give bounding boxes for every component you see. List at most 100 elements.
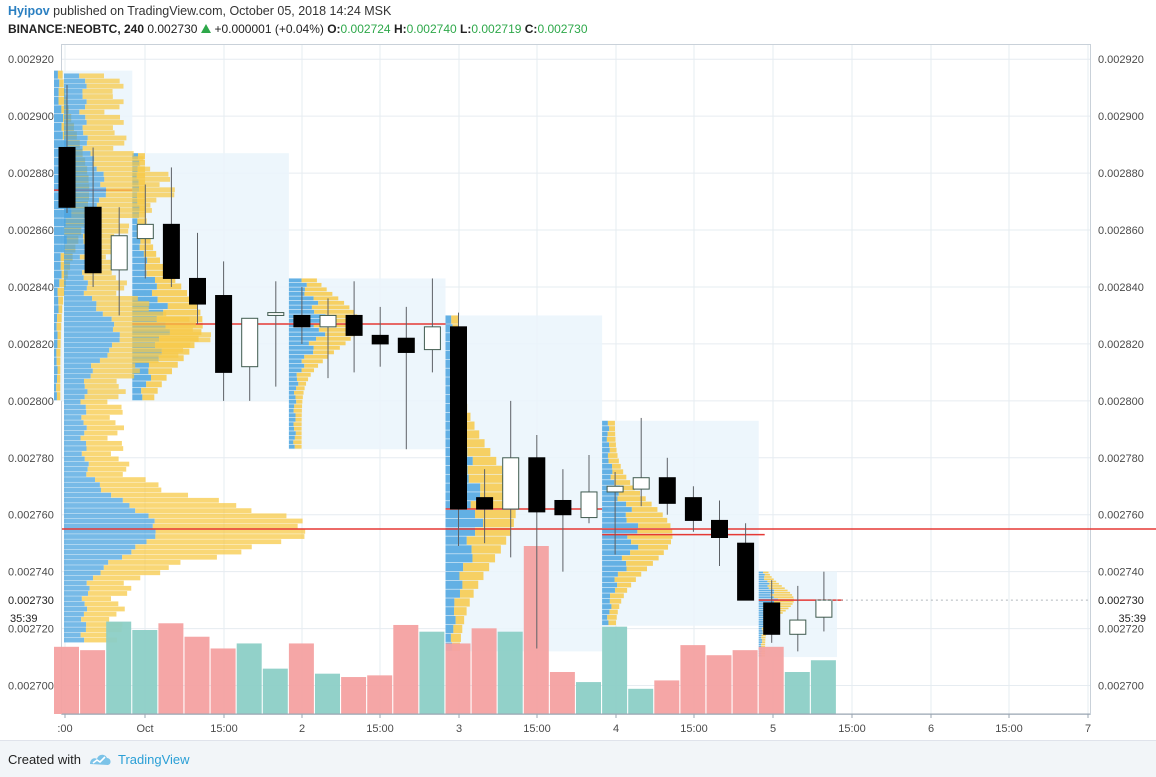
low-label: L: <box>460 22 472 36</box>
volume-bar[interactable] <box>784 672 810 714</box>
visible-range-profile-sell <box>86 425 124 431</box>
volume-bar[interactable] <box>576 682 601 714</box>
volume-bar[interactable] <box>132 630 158 714</box>
author-link[interactable]: Hyipov <box>8 4 50 18</box>
volume-bar[interactable] <box>106 621 132 714</box>
volume-bar[interactable] <box>236 643 262 714</box>
volume-bar[interactable] <box>654 680 680 714</box>
candle-body[interactable] <box>189 277 206 305</box>
volume-profile-row-buy <box>132 244 140 251</box>
candle-body[interactable] <box>476 497 494 510</box>
current-price-label-left: 0.002730 <box>8 595 54 607</box>
volume-bar[interactable] <box>732 650 758 714</box>
volume-profile-row-sell <box>146 381 162 388</box>
candle-body[interactable] <box>371 334 389 345</box>
symbol-interval[interactable]: BINANCE:NEOBTC, 240 <box>8 22 145 36</box>
volume-profile-row-buy <box>288 381 299 386</box>
candle-body[interactable] <box>397 337 415 353</box>
price-chart[interactable]: 0.002920 0.002920 0.002900 0.002900 0.002880… <box>0 0 1156 740</box>
volume-bar[interactable] <box>315 673 340 714</box>
volume-bar[interactable] <box>810 660 836 714</box>
tradingview-logo-icon[interactable] <box>88 751 112 767</box>
volume-profile-row-buy <box>54 374 57 383</box>
candle-body[interactable] <box>815 599 833 618</box>
candle-body[interactable] <box>162 223 180 279</box>
candle-body[interactable] <box>502 457 520 510</box>
candle-body[interactable] <box>215 295 233 373</box>
candle-body[interactable] <box>528 457 546 513</box>
candle-body[interactable] <box>319 314 337 328</box>
volume-bar[interactable] <box>471 628 497 714</box>
candle-body[interactable] <box>711 519 728 538</box>
volume-profile-row-buy <box>288 363 305 368</box>
volume-bar[interactable] <box>54 646 79 714</box>
volume-bar[interactable] <box>210 648 236 714</box>
candle-body[interactable] <box>241 317 259 368</box>
price-tick-label-right: 0.002720 <box>1098 624 1144 636</box>
volume-bar[interactable] <box>758 646 784 714</box>
candle-body[interactable] <box>684 497 702 521</box>
volume-bar[interactable] <box>367 675 393 714</box>
volume-profile-row-sell <box>610 593 624 599</box>
candle-body[interactable] <box>763 602 781 635</box>
candle-body[interactable] <box>737 542 755 601</box>
volume-profile-row-sell <box>762 639 766 641</box>
candle-body[interactable] <box>632 477 650 490</box>
volume-profile-row-sell <box>306 282 322 287</box>
volume-profile-row-sell <box>480 483 512 492</box>
visible-range-profile-buy <box>64 508 136 514</box>
volume-profile-range[interactable] <box>602 420 759 626</box>
volume-bar[interactable] <box>549 672 575 714</box>
candle-body[interactable] <box>136 223 154 240</box>
volume-bar[interactable] <box>288 643 314 714</box>
candle-body[interactable] <box>580 491 598 519</box>
candle-body[interactable] <box>110 235 128 271</box>
candle-body[interactable] <box>84 206 102 274</box>
volume-profile-row-sell <box>59 79 64 88</box>
volume-profile-row-sell <box>156 283 182 290</box>
visible-range-profile-buy <box>64 358 100 363</box>
volume-profile-row-sell <box>774 591 791 594</box>
visible-range-profile-sell <box>83 420 116 426</box>
candle-body[interactable] <box>423 326 441 351</box>
volume-bar[interactable] <box>262 668 288 714</box>
volume-bar[interactable] <box>706 655 732 714</box>
visible-range-profile-sell <box>80 399 108 405</box>
volume-profile-row-sell <box>455 616 465 625</box>
volume-bar[interactable] <box>184 636 210 714</box>
candle-body[interactable] <box>58 146 76 208</box>
candle-body[interactable] <box>267 312 285 316</box>
visible-range-profile-buy <box>64 373 91 379</box>
volume-bar[interactable] <box>80 650 106 714</box>
visible-range-profile-buy <box>64 492 112 498</box>
volume-bar[interactable] <box>628 688 654 714</box>
volume-bar[interactable] <box>158 623 184 714</box>
visible-range-profile-sell <box>112 327 193 332</box>
volume-bar[interactable] <box>497 631 523 714</box>
candle-body[interactable] <box>554 499 572 516</box>
volume-bar[interactable] <box>602 626 628 714</box>
visible-range-profile-sell <box>99 482 159 488</box>
candle-body[interactable] <box>293 314 311 328</box>
volume-bar[interactable] <box>393 624 419 714</box>
volume-profile-row-sell <box>138 153 145 160</box>
visible-range-profile-sell <box>102 311 167 317</box>
volume-profile-row-buy <box>54 70 58 79</box>
tradingview-brand-link[interactable]: TradingView <box>118 752 190 767</box>
price-tick-label-right: 0.002740 <box>1098 567 1144 579</box>
volume-bar[interactable] <box>419 631 445 714</box>
candle-body[interactable] <box>658 477 676 504</box>
candle-body[interactable] <box>450 326 467 510</box>
candle-body[interactable] <box>789 619 807 635</box>
visible-range-profile-sell <box>95 477 146 482</box>
visible-range-profile-sell <box>90 151 134 156</box>
candle-body[interactable] <box>345 314 363 336</box>
volume-profile-row-buy <box>288 278 302 283</box>
volume-profile-row-buy <box>602 539 632 545</box>
volume-profile-row-sell <box>608 458 619 464</box>
volume-bar[interactable] <box>445 643 471 714</box>
volume-profile-row-buy <box>54 305 59 314</box>
volume-bar[interactable] <box>680 645 706 714</box>
candle-body[interactable] <box>606 485 624 493</box>
volume-bar[interactable] <box>341 677 367 714</box>
